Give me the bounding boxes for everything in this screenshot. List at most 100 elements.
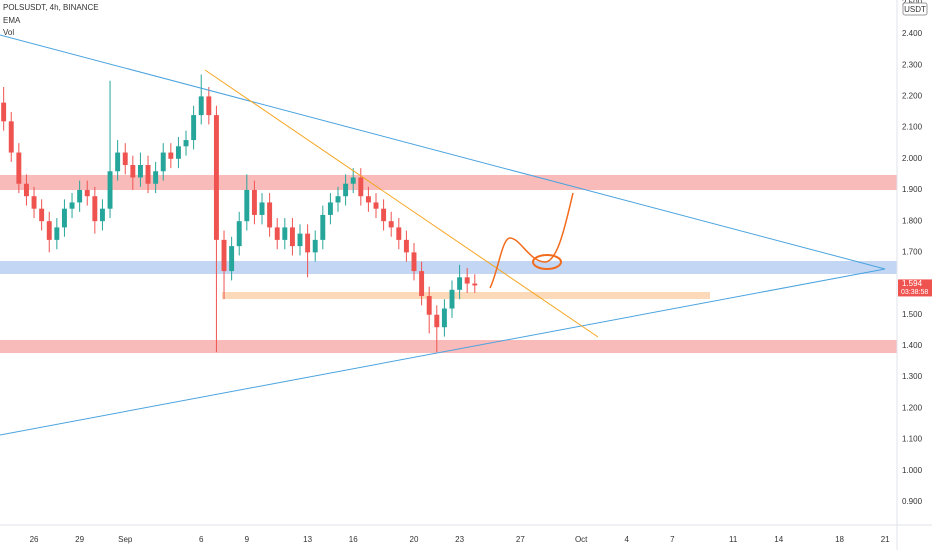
candle-body [122,152,128,166]
candle-body [206,96,212,116]
chart-title: POLSUSDT, 4h, BINANCE [3,3,99,12]
candle-body [137,165,143,178]
y-tick-label: 1.900 [902,185,923,194]
candle-body [358,177,364,197]
projection-path [489,192,574,289]
candle-body [411,252,417,272]
candle-body [343,183,349,197]
candle-body [23,183,29,197]
x-tick-label: 14 [774,535,783,544]
candle-body [403,239,409,253]
candle-body [61,208,67,228]
y-tick-label: 1.500 [902,310,923,319]
trend-line [0,268,886,436]
candle-body [236,221,242,247]
candle-body [365,196,371,203]
y-tick-label: 1.200 [902,403,923,412]
candle-body [274,227,280,240]
candle-body [434,314,440,328]
candle-body [183,140,189,147]
candle-body [84,189,90,197]
y-tick-label: 2.100 [902,123,923,132]
x-tick-label: 20 [410,535,419,544]
candle-body [373,202,379,209]
candle-body [8,121,14,153]
candle-body [259,202,265,215]
candle-body [297,233,303,247]
x-tick-label: 13 [303,535,312,544]
candle-body [229,246,235,272]
candle-body [305,233,311,253]
candle-body [426,296,432,315]
y-tick-label: 2.000 [902,154,923,163]
candle-body [350,177,356,184]
candle-body [31,196,37,209]
candle-body [77,189,83,203]
trend-line [0,34,886,270]
candle-body [39,208,45,222]
y-tick-label: 1.800 [902,216,923,225]
x-tick-label: Sep [118,535,133,544]
candle-body [1,102,7,122]
candle-body [396,227,402,240]
candle-body [327,202,333,215]
candle-body [388,221,394,228]
y-tick-label: 1.400 [902,341,923,350]
x-tick-label: Oct [575,535,588,544]
candle-body [244,189,250,222]
last-price: 1.594 [902,279,923,288]
y-unit: USDT [904,5,926,14]
y-tick-label: 1.700 [902,247,923,256]
x-tick-label: 9 [245,535,250,544]
y-tick-label: 2.200 [902,91,923,100]
x-tick-label: 7 [670,535,675,544]
x-tick-label: 29 [75,535,84,544]
x-tick-label: 26 [30,535,39,544]
candle-body [335,196,341,203]
y-tick-label: 1.100 [902,435,923,444]
candle-body [464,277,470,284]
candle-body [289,227,295,247]
unit-box [902,2,928,16]
y-tick-label: 1.000 [902,466,923,475]
candle-body [69,202,75,209]
x-tick-label: 18 [835,535,844,544]
trend-line [204,69,599,338]
candle-body [457,277,463,290]
candle-body [92,196,98,222]
x-tick-label: 16 [349,535,358,544]
candle-body [160,152,166,172]
candle-body [441,308,447,328]
candle-body [198,96,204,116]
y-tick-label: 2.300 [902,60,923,69]
countdown: 03:38:58 [901,289,928,296]
y-tick-label: 2.400 [902,29,923,38]
candle-body [472,283,478,286]
candle-body [251,189,257,215]
candle-body [153,171,159,184]
candle-body [312,239,318,253]
candle-body [130,165,136,178]
x-tick-label: 27 [516,535,525,544]
x-tick-label: 21 [881,535,890,544]
candle-body [175,146,181,159]
candle-body [282,227,288,240]
indicator-label: Vol [3,28,14,37]
candle-body [107,171,113,209]
candle-body [213,115,219,240]
target-marker [532,254,562,270]
candle-body [54,227,60,240]
candle-body [115,152,121,172]
price-tag [898,279,932,297]
candle-body [419,271,425,297]
x-tick-label: 23 [455,535,464,544]
candle-body [267,202,273,228]
candle-body [16,152,22,184]
y-tick-label: 1.300 [902,372,923,381]
candle-body [381,208,387,222]
support-zone [222,292,710,299]
x-tick-label: 11 [729,535,738,544]
candle-body [320,214,326,240]
